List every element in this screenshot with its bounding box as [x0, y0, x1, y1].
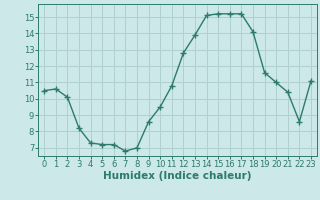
- X-axis label: Humidex (Indice chaleur): Humidex (Indice chaleur): [103, 171, 252, 181]
